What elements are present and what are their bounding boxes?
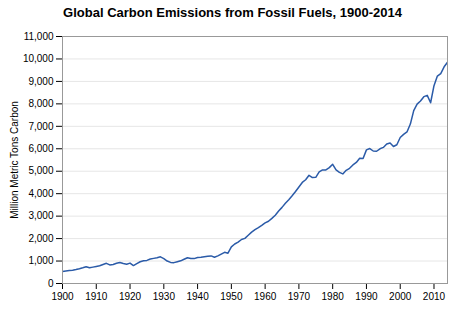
svg-text:1950: 1950 bbox=[220, 291, 243, 302]
svg-text:1920: 1920 bbox=[119, 291, 142, 302]
svg-text:1960: 1960 bbox=[254, 291, 277, 302]
svg-text:2010: 2010 bbox=[423, 291, 446, 302]
svg-text:11,000: 11,000 bbox=[24, 31, 54, 42]
svg-text:1930: 1930 bbox=[153, 291, 176, 302]
svg-text:1910: 1910 bbox=[85, 291, 108, 302]
svg-text:4,000: 4,000 bbox=[28, 188, 53, 199]
svg-text:9,000: 9,000 bbox=[28, 76, 53, 87]
svg-text:6,000: 6,000 bbox=[28, 143, 53, 154]
svg-text:1940: 1940 bbox=[186, 291, 209, 302]
svg-text:2,000: 2,000 bbox=[28, 233, 53, 244]
svg-text:3,000: 3,000 bbox=[28, 210, 53, 221]
svg-text:1900: 1900 bbox=[51, 291, 74, 302]
svg-text:0: 0 bbox=[48, 278, 54, 289]
svg-text:1990: 1990 bbox=[355, 291, 378, 302]
svg-text:10,000: 10,000 bbox=[23, 53, 54, 64]
svg-text:1970: 1970 bbox=[288, 291, 311, 302]
svg-text:7,000: 7,000 bbox=[28, 121, 53, 132]
svg-text:1,000: 1,000 bbox=[28, 255, 53, 266]
svg-text:Million Metric Tons Carbon: Million Metric Tons Carbon bbox=[9, 101, 20, 219]
svg-text:5,000: 5,000 bbox=[28, 165, 53, 176]
svg-text:1980: 1980 bbox=[322, 291, 345, 302]
html-text:Global Carbon Emissions from F: Global Carbon Emissions from Fossil Fuel… bbox=[63, 5, 402, 20]
svg-text:2000: 2000 bbox=[389, 291, 412, 302]
svg-text:8,000: 8,000 bbox=[28, 98, 53, 109]
